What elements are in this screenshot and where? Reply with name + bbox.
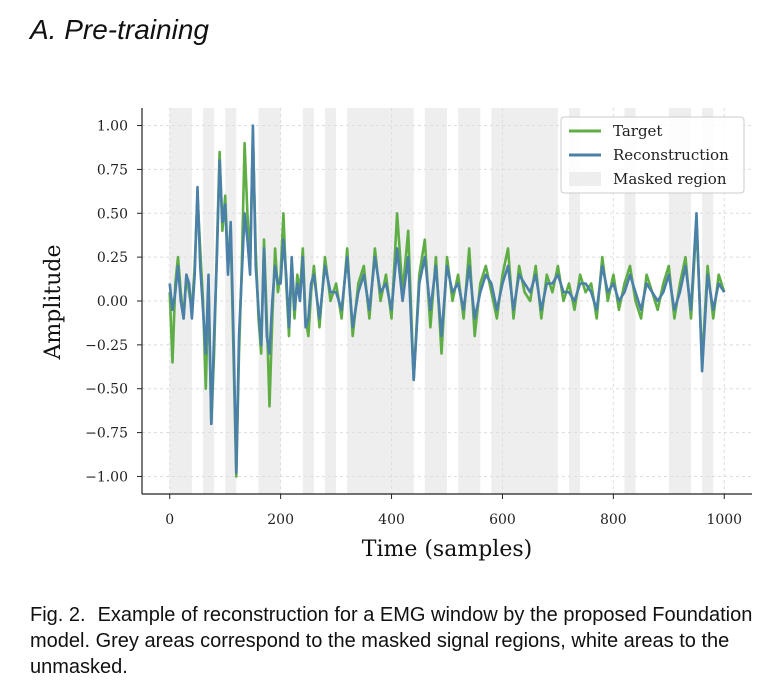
series-line-reconstruction xyxy=(168,124,726,475)
x-tick-label: 1000 xyxy=(706,512,742,528)
y-tick-label: 0.75 xyxy=(97,162,128,178)
figure-label: Fig. 2. xyxy=(30,604,86,626)
masked-region-band xyxy=(424,108,447,494)
y-tick-label: −1.00 xyxy=(85,469,128,485)
x-axis-label: Time (samples) xyxy=(362,537,532,562)
legend-masked-swatch xyxy=(569,172,601,186)
masked-region-band xyxy=(668,108,691,494)
x-tick-label: 800 xyxy=(600,512,627,528)
y-tick-label: −0.50 xyxy=(85,382,128,398)
y-tick-label: 1.00 xyxy=(97,119,128,135)
legend: Target Reconstruction Masked region xyxy=(560,116,745,194)
y-tick-label: 0.25 xyxy=(97,250,128,266)
masked-region-band xyxy=(458,108,481,494)
masked-region-band xyxy=(302,108,314,494)
x-tick-label: 200 xyxy=(267,512,294,528)
y-axis-label: Amplitude xyxy=(41,244,66,360)
legend-target-label: Target xyxy=(613,122,662,140)
panel-heading: A. Pre-training xyxy=(30,14,209,45)
caption-text: Example of reconstruction for a EMG wind… xyxy=(30,604,753,678)
legend-box xyxy=(560,116,745,194)
x-tick-label: 400 xyxy=(378,512,405,528)
y-tick-label: −0.25 xyxy=(85,338,128,354)
legend-reconstruction-label: Reconstruction xyxy=(613,146,729,164)
x-tick-label: 600 xyxy=(489,512,516,528)
y-tick-label: 0.50 xyxy=(97,206,128,222)
emg-reconstruction-chart: 0 200 400 600 800 1000 1.00 0.75 0.50 0.25 0.00 −0.… xyxy=(41,108,752,562)
masked-region-band xyxy=(225,108,237,494)
tick-marks: 0 200 400 600 800 1000 1.00 0.75 0.50 0.25 0.00 −0.… xyxy=(85,119,742,528)
y-tick-label: −0.75 xyxy=(85,426,128,442)
y-tick-label: 0.00 xyxy=(97,294,128,310)
figure-caption: Fig. 2. Example of reconstruction for a E… xyxy=(30,602,775,680)
series-lines xyxy=(168,124,726,478)
x-tick-label: 0 xyxy=(165,512,174,528)
legend-masked-label: Masked region xyxy=(613,170,727,188)
masked-region-band xyxy=(491,108,558,494)
